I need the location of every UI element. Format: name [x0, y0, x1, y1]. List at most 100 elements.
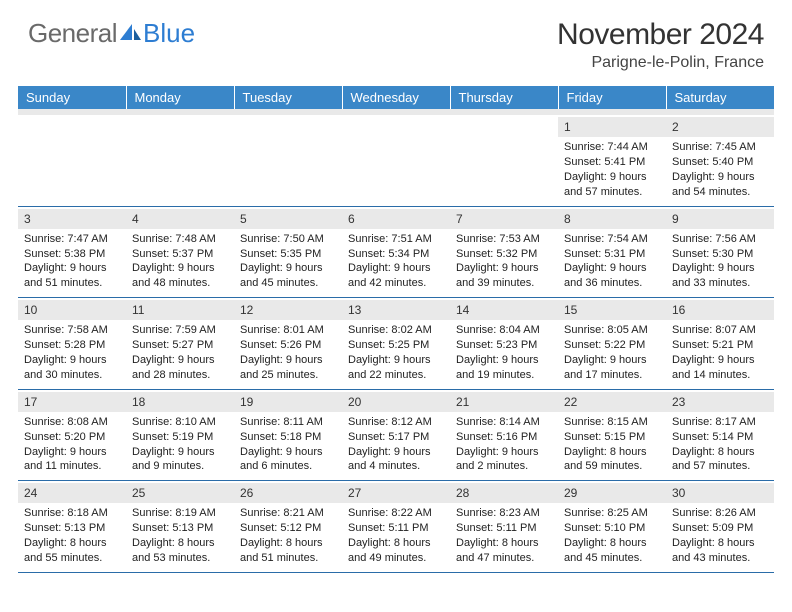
day-number: 9	[666, 209, 774, 229]
daylight-text: Daylight: 8 hours and 59 minutes.	[564, 445, 660, 475]
day-number: 18	[126, 392, 234, 412]
day-info: Sunrise: 8:26 AMSunset: 5:09 PMDaylight:…	[672, 506, 768, 565]
sunset-text: Sunset: 5:31 PM	[564, 247, 660, 262]
day-number: 21	[450, 392, 558, 412]
daylight-text: Daylight: 9 hours and 6 minutes.	[240, 445, 336, 475]
daylight-text: Daylight: 9 hours and 28 minutes.	[132, 353, 228, 383]
daylight-text: Daylight: 9 hours and 54 minutes.	[672, 170, 768, 200]
daylight-text: Daylight: 8 hours and 45 minutes.	[564, 536, 660, 566]
daylight-text: Daylight: 9 hours and 57 minutes.	[564, 170, 660, 200]
day-number: 23	[666, 392, 774, 412]
weekday-header: Saturday	[666, 86, 774, 109]
sunrise-text: Sunrise: 7:45 AM	[672, 140, 768, 155]
daylight-text: Daylight: 9 hours and 14 minutes.	[672, 353, 768, 383]
day-cell: 10Sunrise: 7:58 AMSunset: 5:28 PMDayligh…	[18, 298, 126, 390]
day-info: Sunrise: 7:54 AMSunset: 5:31 PMDaylight:…	[564, 232, 660, 291]
day-cell: 18 Sunrise: 8:10 AMSunset: 5:19 PMDayligh…	[126, 389, 234, 481]
daylight-text: Daylight: 9 hours and 17 minutes.	[564, 353, 660, 383]
day-info: Sunrise: 7:51 AMSunset: 5:34 PMDaylight:…	[348, 232, 444, 291]
day-number: 28	[450, 483, 558, 503]
sunset-text: Sunset: 5:26 PM	[240, 338, 336, 353]
day-number: 30	[666, 483, 774, 503]
sunset-text: Sunset: 5:14 PM	[672, 430, 768, 445]
day-info: Sunrise: 8:25 AMSunset: 5:10 PMDaylight:…	[564, 506, 660, 565]
day-cell	[18, 115, 126, 206]
sunrise-text: Sunrise: 7:53 AM	[456, 232, 552, 247]
day-number: 12	[234, 300, 342, 320]
sunset-text: Sunset: 5:41 PM	[564, 155, 660, 170]
weekday-row: SundayMondayTuesdayWednesdayThursdayFrid…	[18, 86, 774, 109]
sunrise-text: Sunrise: 8:02 AM	[348, 323, 444, 338]
sunrise-text: Sunrise: 8:04 AM	[456, 323, 552, 338]
sunset-text: Sunset: 5:18 PM	[240, 430, 336, 445]
day-cell: 13Sunrise: 8:02 AMSunset: 5:25 PMDayligh…	[342, 298, 450, 390]
daylight-text: Daylight: 9 hours and 25 minutes.	[240, 353, 336, 383]
sunrise-text: Sunrise: 8:21 AM	[240, 506, 336, 521]
day-info: Sunrise: 7:56 AMSunset: 5:30 PMDaylight:…	[672, 232, 768, 291]
day-cell: 11Sunrise: 7:59 AMSunset: 5:27 PMDayligh…	[126, 298, 234, 390]
day-info: Sunrise: 8:17 AMSunset: 5:14 PMDaylight:…	[672, 415, 768, 474]
day-info: Sunrise: 8:22 AMSunset: 5:11 PMDaylight:…	[348, 506, 444, 565]
day-info: Sunrise: 8:07 AMSunset: 5:21 PMDaylight:…	[672, 323, 768, 382]
sunset-text: Sunset: 5:23 PM	[456, 338, 552, 353]
day-cell: 30 Sunrise: 8:26 AMSunset: 5:09 PMDayligh…	[666, 481, 774, 573]
sunset-text: Sunset: 5:10 PM	[564, 521, 660, 536]
daylight-text: Daylight: 9 hours and 4 minutes.	[348, 445, 444, 475]
daylight-text: Daylight: 9 hours and 39 minutes.	[456, 261, 552, 291]
daylight-text: Daylight: 8 hours and 55 minutes.	[24, 536, 120, 566]
day-info: Sunrise: 8:23 AMSunset: 5:11 PMDaylight:…	[456, 506, 552, 565]
sunrise-text: Sunrise: 8:19 AM	[132, 506, 228, 521]
day-number: 25	[126, 483, 234, 503]
brand-text-blue: Blue	[143, 18, 195, 49]
day-cell: 23 Sunrise: 8:17 AMSunset: 5:14 PMDayligh…	[666, 389, 774, 481]
sunrise-text: Sunrise: 8:10 AM	[132, 415, 228, 430]
brand-sail-icon	[119, 23, 143, 44]
day-number: 3	[18, 209, 126, 229]
sunset-text: Sunset: 5:15 PM	[564, 430, 660, 445]
title-block: November 2024 Parigne-le-Polin, France	[557, 18, 764, 72]
day-number: 15	[558, 300, 666, 320]
daylight-text: Daylight: 8 hours and 43 minutes.	[672, 536, 768, 566]
sunrise-text: Sunrise: 7:50 AM	[240, 232, 336, 247]
daylight-text: Daylight: 9 hours and 48 minutes.	[132, 261, 228, 291]
day-info: Sunrise: 8:11 AMSunset: 5:18 PMDaylight:…	[240, 415, 336, 474]
day-cell: 16Sunrise: 8:07 AMSunset: 5:21 PMDayligh…	[666, 298, 774, 390]
day-cell: 19Sunrise: 8:11 AMSunset: 5:18 PMDayligh…	[234, 389, 342, 481]
sunset-text: Sunset: 5:12 PM	[240, 521, 336, 536]
day-cell: 24Sunrise: 8:18 AMSunset: 5:13 PMDayligh…	[18, 481, 126, 573]
calendar-week-row: 3Sunrise: 7:47 AMSunset: 5:38 PMDaylight…	[18, 206, 774, 298]
daylight-text: Daylight: 9 hours and 9 minutes.	[132, 445, 228, 475]
sunset-text: Sunset: 5:32 PM	[456, 247, 552, 262]
weekday-header: Friday	[558, 86, 666, 109]
day-number: 1	[558, 117, 666, 137]
sunset-text: Sunset: 5:21 PM	[672, 338, 768, 353]
day-info: Sunrise: 8:14 AMSunset: 5:16 PMDaylight:…	[456, 415, 552, 474]
day-cell: 2Sunrise: 7:45 AMSunset: 5:40 PMDaylight…	[666, 115, 774, 206]
day-cell	[126, 115, 234, 206]
daylight-text: Daylight: 9 hours and 51 minutes.	[24, 261, 120, 291]
sunset-text: Sunset: 5:13 PM	[132, 521, 228, 536]
daylight-text: Daylight: 9 hours and 45 minutes.	[240, 261, 336, 291]
day-info: Sunrise: 8:01 AMSunset: 5:26 PMDaylight:…	[240, 323, 336, 382]
sunrise-text: Sunrise: 8:07 AM	[672, 323, 768, 338]
day-info: Sunrise: 7:53 AMSunset: 5:32 PMDaylight:…	[456, 232, 552, 291]
day-cell: 8 Sunrise: 7:54 AMSunset: 5:31 PMDaylight…	[558, 206, 666, 298]
day-number: 10	[18, 300, 126, 320]
day-info: Sunrise: 8:10 AMSunset: 5:19 PMDaylight:…	[132, 415, 228, 474]
daylight-text: Daylight: 9 hours and 30 minutes.	[24, 353, 120, 383]
day-number: 26	[234, 483, 342, 503]
sunrise-text: Sunrise: 7:44 AM	[564, 140, 660, 155]
day-cell: 22Sunrise: 8:15 AMSunset: 5:15 PMDayligh…	[558, 389, 666, 481]
day-number: 8	[558, 209, 666, 229]
sunset-text: Sunset: 5:25 PM	[348, 338, 444, 353]
weekday-header: Tuesday	[234, 86, 342, 109]
day-info: Sunrise: 8:02 AMSunset: 5:25 PMDaylight:…	[348, 323, 444, 382]
sunset-text: Sunset: 5:13 PM	[24, 521, 120, 536]
daylight-text: Daylight: 8 hours and 53 minutes.	[132, 536, 228, 566]
daylight-text: Daylight: 8 hours and 51 minutes.	[240, 536, 336, 566]
weekday-header: Wednesday	[342, 86, 450, 109]
day-cell: 4Sunrise: 7:48 AMSunset: 5:37 PMDaylight…	[126, 206, 234, 298]
day-number: 4	[126, 209, 234, 229]
daylight-text: Daylight: 9 hours and 36 minutes.	[564, 261, 660, 291]
day-cell: 21 Sunrise: 8:14 AMSunset: 5:16 PMDayligh…	[450, 389, 558, 481]
